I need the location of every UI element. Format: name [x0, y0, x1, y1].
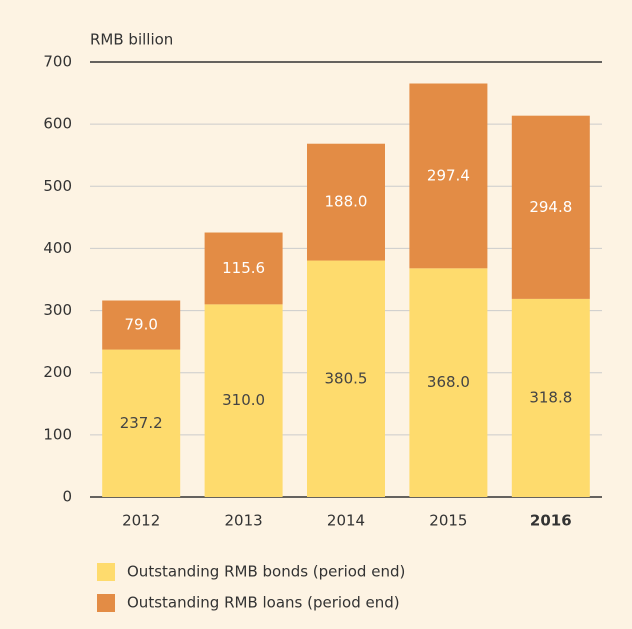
y-tick-label: 400 — [43, 239, 72, 257]
value-label: 310.0 — [222, 391, 265, 409]
bar-segment — [511, 115, 590, 299]
x-tick-label: 2013 — [225, 512, 263, 530]
bar-segment — [409, 268, 488, 497]
y-tick-label: 100 — [43, 425, 72, 443]
x-tick-label: 2012 — [122, 512, 160, 530]
legend-label: Outstanding RMB bonds (period end) — [127, 563, 405, 581]
bar-segment — [102, 349, 181, 497]
legend-swatch — [97, 563, 115, 581]
y-tick-label: 300 — [43, 301, 72, 319]
legend-swatch — [97, 594, 115, 612]
y-tick-label: 0 — [62, 488, 72, 506]
x-tick-label: 2015 — [429, 512, 467, 530]
bar-segment — [307, 143, 385, 261]
value-label: 188.0 — [325, 193, 368, 211]
legend-label: Outstanding RMB loans (period end) — [127, 594, 400, 612]
bar-segment — [307, 260, 385, 497]
value-label: 297.4 — [427, 166, 470, 184]
bar-segment — [511, 298, 590, 497]
y-tick-label: 600 — [43, 115, 72, 133]
value-label: 115.6 — [222, 259, 265, 277]
value-label: 368.0 — [427, 373, 470, 391]
value-label: 294.8 — [529, 198, 572, 216]
bar-segment — [204, 304, 283, 497]
x-tick-label: 2016 — [530, 512, 572, 530]
value-label: 380.5 — [325, 369, 368, 387]
bar-segment — [409, 83, 488, 269]
y-tick-label: 700 — [43, 53, 72, 71]
value-label: 79.0 — [124, 316, 157, 334]
x-tick-label: 2014 — [327, 512, 365, 530]
y-tick-label: 200 — [43, 363, 72, 381]
bar-segment — [204, 232, 283, 305]
bar-segment — [102, 300, 181, 350]
axis-label: RMB billion — [90, 31, 173, 49]
value-label: 318.8 — [529, 388, 572, 406]
value-label: 237.2 — [120, 414, 163, 432]
y-tick-label: 500 — [43, 177, 72, 195]
